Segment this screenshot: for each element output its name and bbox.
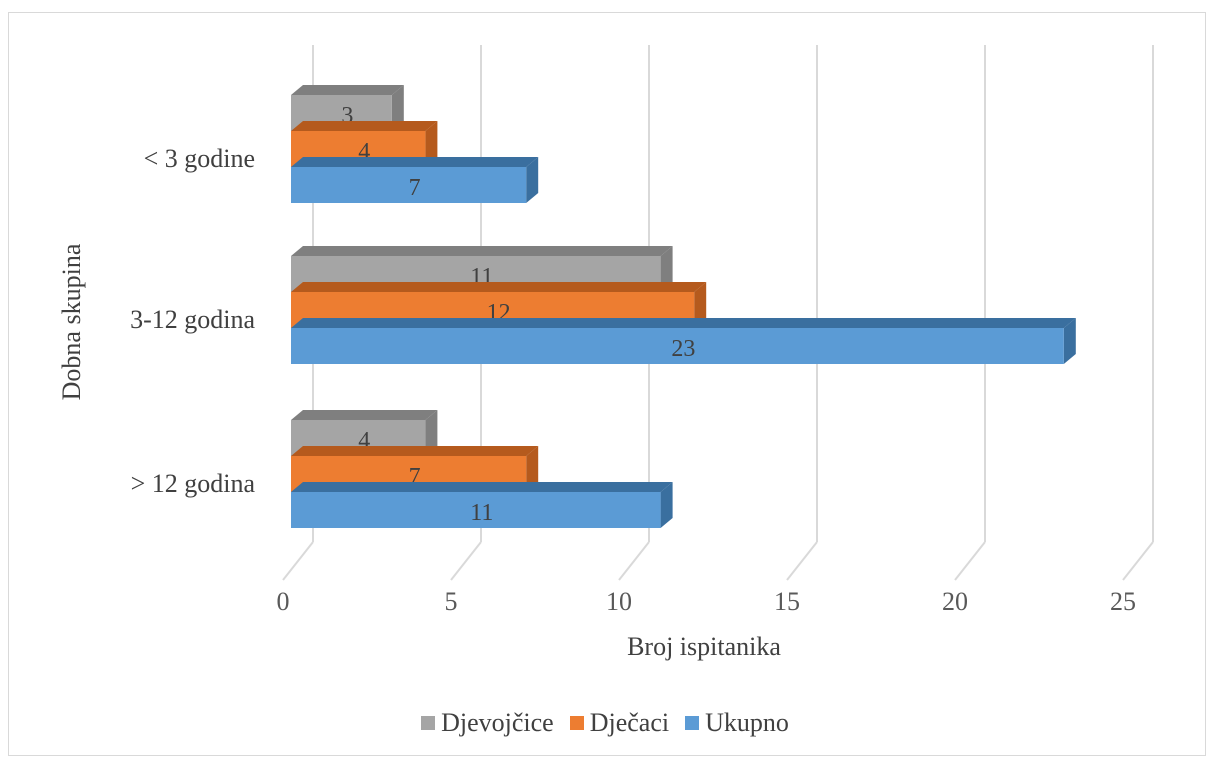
bar-top-face — [291, 282, 707, 292]
category-label: > 12 godina — [131, 469, 256, 498]
x-axis-title: Broj ispitanika — [627, 632, 781, 661]
bar-side-face — [526, 446, 539, 492]
bar-side-face — [526, 157, 539, 203]
bar-side-face — [694, 282, 707, 328]
x-tick-label: 20 — [942, 587, 968, 616]
gridline-floor — [954, 541, 986, 581]
bar-top-face — [291, 157, 539, 167]
legend-label: Dječaci — [589, 708, 670, 737]
y-axis-title: Dobna skupina — [57, 243, 86, 400]
bar-top-face — [291, 410, 438, 420]
bar-side-face — [660, 482, 673, 528]
legend-item: Ukupno — [685, 708, 789, 738]
x-tick-label: 5 — [445, 587, 458, 616]
x-tick-labels: 0 5 10 15 20 25 — [277, 587, 1137, 616]
bar-side-face — [391, 85, 404, 131]
bar-top-face — [291, 318, 1076, 328]
bar-side-face — [1063, 318, 1076, 364]
bar-side-face — [425, 121, 438, 167]
bar-top-face — [291, 85, 404, 95]
bar: 7 — [291, 157, 539, 203]
bar: 11 — [291, 482, 673, 528]
bar-top-face — [291, 121, 438, 131]
gridline-floor — [282, 541, 314, 581]
legend-item: Dječaci — [569, 708, 670, 738]
x-tick-label: 15 — [774, 587, 800, 616]
bar-front-face — [291, 167, 527, 203]
data-label: 11 — [470, 500, 493, 526]
gridline-floor — [1122, 541, 1154, 581]
legend-swatch — [421, 716, 436, 730]
x-tick-label: 0 — [277, 587, 290, 616]
category-label: < 3 godine — [144, 144, 255, 173]
bar-side-face — [425, 410, 438, 456]
bar-front-face — [291, 328, 1064, 364]
category-labels: < 3 godine 3-12 godina > 12 godina — [130, 144, 255, 498]
x-tick-label: 10 — [606, 587, 632, 616]
gridline-floor — [786, 541, 818, 581]
chart-frame — [8, 12, 1206, 756]
gridline-floor — [450, 541, 482, 581]
legend: Djevojčice Dječaci Ukupno — [0, 708, 1210, 738]
x-tick-label: 25 — [1110, 587, 1136, 616]
gridline-floor — [618, 541, 650, 581]
bar-top-face — [291, 482, 673, 492]
bar-side-face — [660, 246, 673, 292]
category-label: 3-12 godina — [130, 305, 255, 334]
data-label: 7 — [409, 175, 421, 201]
legend-swatch — [685, 716, 700, 730]
bar-top-face — [291, 446, 539, 456]
legend-label: Ukupno — [705, 708, 789, 737]
bar: 23 — [291, 318, 1076, 364]
legend-item: Djevojčice — [421, 708, 554, 738]
bar-front-face — [291, 492, 661, 528]
legend-swatch — [569, 716, 584, 730]
bar-top-face — [291, 246, 673, 256]
data-label: 23 — [671, 336, 695, 362]
legend-label: Djevojčice — [441, 708, 554, 737]
